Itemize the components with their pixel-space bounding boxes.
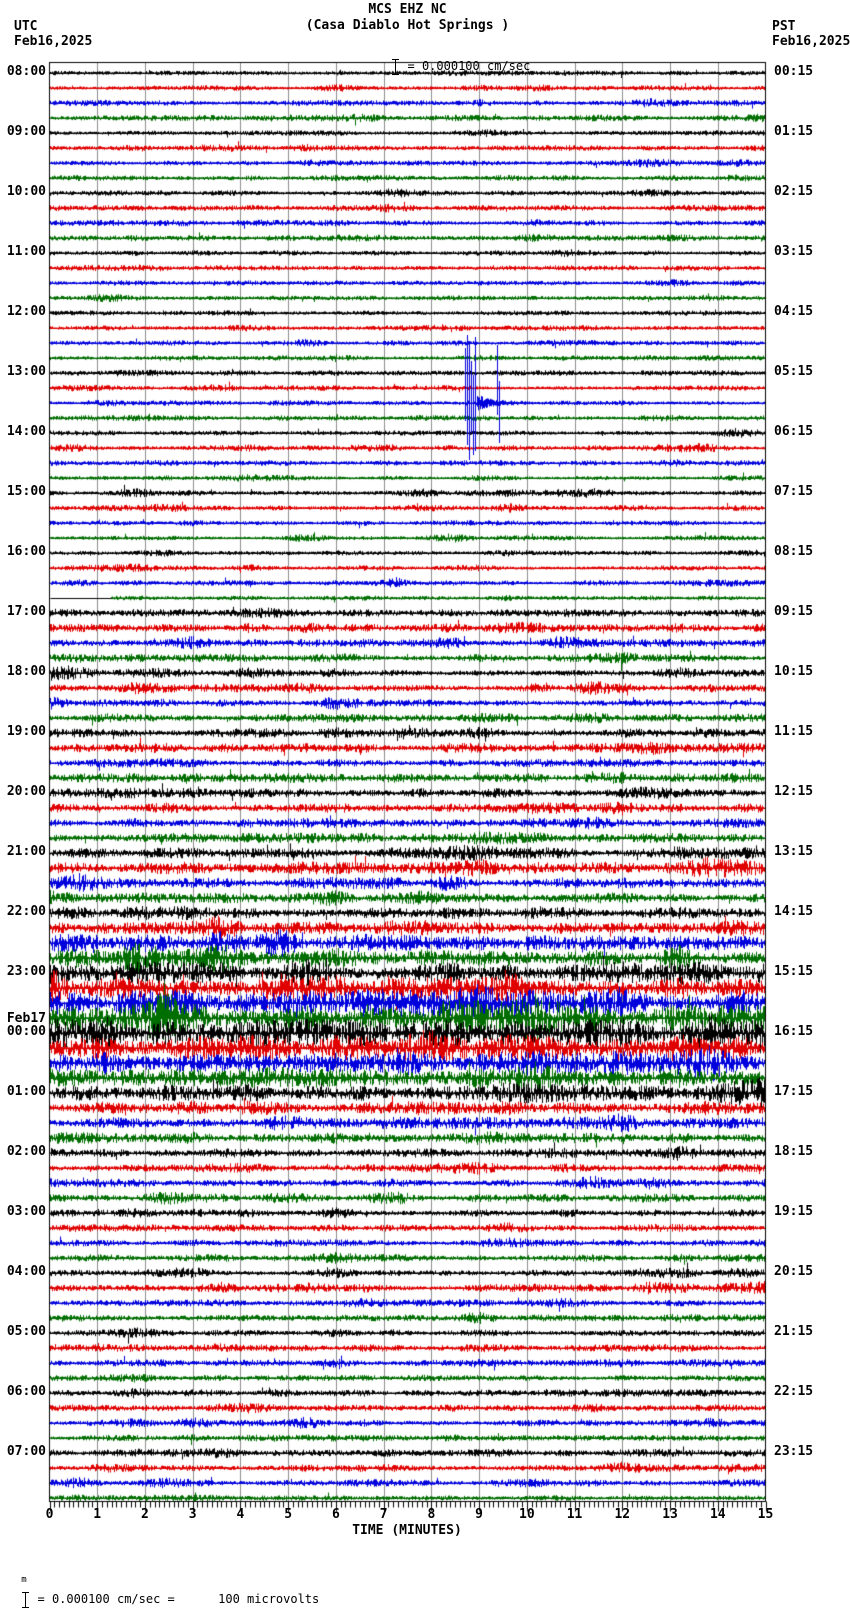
minute-tick-label: 11	[566, 1507, 583, 1522]
minute-tick-label: 0	[45, 1507, 54, 1522]
utc-hour-labels-column: 08:00 09:00 10:00 11:00 12:00 13:00 14:00 15:00…	[0, 0, 46, 1584]
pst-hour-label: 21:15	[774, 1324, 814, 1339]
minute-tick-label: 8	[427, 1507, 436, 1522]
pst-timezone-label: PST	[772, 19, 796, 34]
utc-hour-label: 02:00	[6, 1144, 46, 1159]
station-title: MCS EHZ NC	[368, 2, 447, 17]
pst-hour-label: 00:15	[774, 64, 814, 79]
pst-hour-label: 23:15	[774, 1444, 814, 1459]
utc-hour-label: 07:00	[6, 1444, 46, 1459]
utc-hour-label: 12:00	[6, 304, 46, 319]
pst-hour-label: 12:15	[774, 784, 814, 799]
utc-hour-label: 05:00	[6, 1324, 46, 1339]
pst-hour-labels-column: 00:15 01:15 02:15 03:15 04:15 05:15 06:15 07:15…	[774, 0, 850, 1584]
utc-hour-label: 04:00	[6, 1264, 46, 1279]
pst-hour-label: 19:15	[774, 1204, 814, 1219]
minute-tick-label: 7	[379, 1507, 388, 1522]
pst-hour-label: 01:15	[774, 124, 814, 139]
scale-bar-icon	[392, 58, 400, 75]
station-subtitle: (Casa Diablo Hot Springs )	[305, 18, 510, 33]
pst-hour-label: 02:15	[774, 184, 814, 199]
pst-hour-label: 17:15	[774, 1084, 814, 1099]
minute-tick-label: 4	[236, 1507, 245, 1522]
pst-hour-label: 15:15	[774, 964, 814, 979]
utc-hour-label: 16:00	[6, 544, 46, 559]
pst-hour-label: 07:15	[774, 484, 814, 499]
pst-hour-label: 16:15	[774, 1024, 814, 1039]
minute-tick-label: 2	[141, 1507, 149, 1522]
pst-hour-label: 03:15	[774, 244, 814, 259]
utc-hour-label: 11:00	[6, 244, 46, 259]
utc-hour-label: 00:00	[6, 1024, 46, 1039]
pst-hour-label: 18:15	[774, 1144, 814, 1159]
minute-tick-label: 15	[757, 1507, 774, 1522]
utc-hour-label: 23:00	[6, 964, 46, 979]
minute-tick-label: 14	[709, 1507, 726, 1522]
pst-hour-label: 20:15	[774, 1264, 814, 1279]
utc-date-change-label: Feb17	[6, 1011, 46, 1026]
utc-hour-label: 10:00	[6, 184, 46, 199]
pst-hour-label: 10:15	[774, 664, 814, 679]
minute-tick-label: 6	[331, 1507, 340, 1522]
minute-tick-label: 1	[93, 1507, 102, 1522]
utc-hour-label: 15:00	[6, 484, 46, 499]
pst-hour-label: 05:15	[774, 364, 814, 379]
amplitude-scale-legend: = 0.000100 cm/sec	[372, 37, 530, 75]
utc-hour-label: 14:00	[6, 424, 46, 439]
utc-hour-label: 06:00	[6, 1384, 46, 1399]
utc-hour-label: 03:00	[6, 1204, 46, 1219]
utc-hour-label: 01:00	[6, 1084, 46, 1099]
utc-hour-label: 20:00	[6, 784, 46, 799]
minute-tick-label: 5	[284, 1507, 293, 1522]
pst-hour-label: 11:15	[774, 724, 814, 739]
utc-date: Feb16,2025	[14, 34, 93, 49]
footer-scale-bar-icon	[22, 1591, 30, 1608]
utc-hour-label: 09:00	[6, 124, 46, 139]
pst-hour-label: 08:15	[774, 544, 814, 559]
utc-hour-label: 08:00	[6, 64, 46, 79]
minute-tick-label: 3	[188, 1507, 197, 1522]
x-axis-title: TIME (MINUTES)	[352, 1523, 462, 1538]
footer-scale-text: = 0.000100 cm/sec = 100 microvolts	[37, 1592, 320, 1606]
pst-hour-label: 09:15	[774, 604, 814, 619]
utc-timezone-label: UTC	[14, 19, 38, 34]
utc-hour-label: 22:00	[6, 904, 46, 919]
minute-tick-label: 9	[475, 1507, 483, 1522]
pst-hour-label: 14:15	[774, 904, 814, 919]
pst-date: Feb16,2025	[772, 34, 850, 49]
pst-hour-label: 04:15	[774, 304, 814, 319]
utc-hour-label: 13:00	[6, 364, 46, 379]
pst-hour-label: 06:15	[774, 424, 814, 439]
utc-hour-label: 19:00	[6, 724, 46, 739]
footer-scale-legend: m = 0.000100 cm/sec = 100 microvolts	[2, 1551, 319, 1608]
utc-hour-label: 18:00	[6, 664, 46, 679]
pst-hour-label: 13:15	[774, 844, 814, 859]
minute-tick-label: 10	[519, 1507, 535, 1522]
utc-hour-label: 21:00	[6, 844, 46, 859]
minute-tick-label: 13	[662, 1507, 678, 1522]
minute-tick-label: 12	[614, 1507, 631, 1522]
pst-hour-label: 22:15	[774, 1384, 814, 1399]
footer-prefix: m	[21, 1575, 27, 1585]
utc-hour-label: 17:00	[6, 604, 46, 619]
scale-text: = 0.000100 cm/sec	[407, 59, 531, 73]
